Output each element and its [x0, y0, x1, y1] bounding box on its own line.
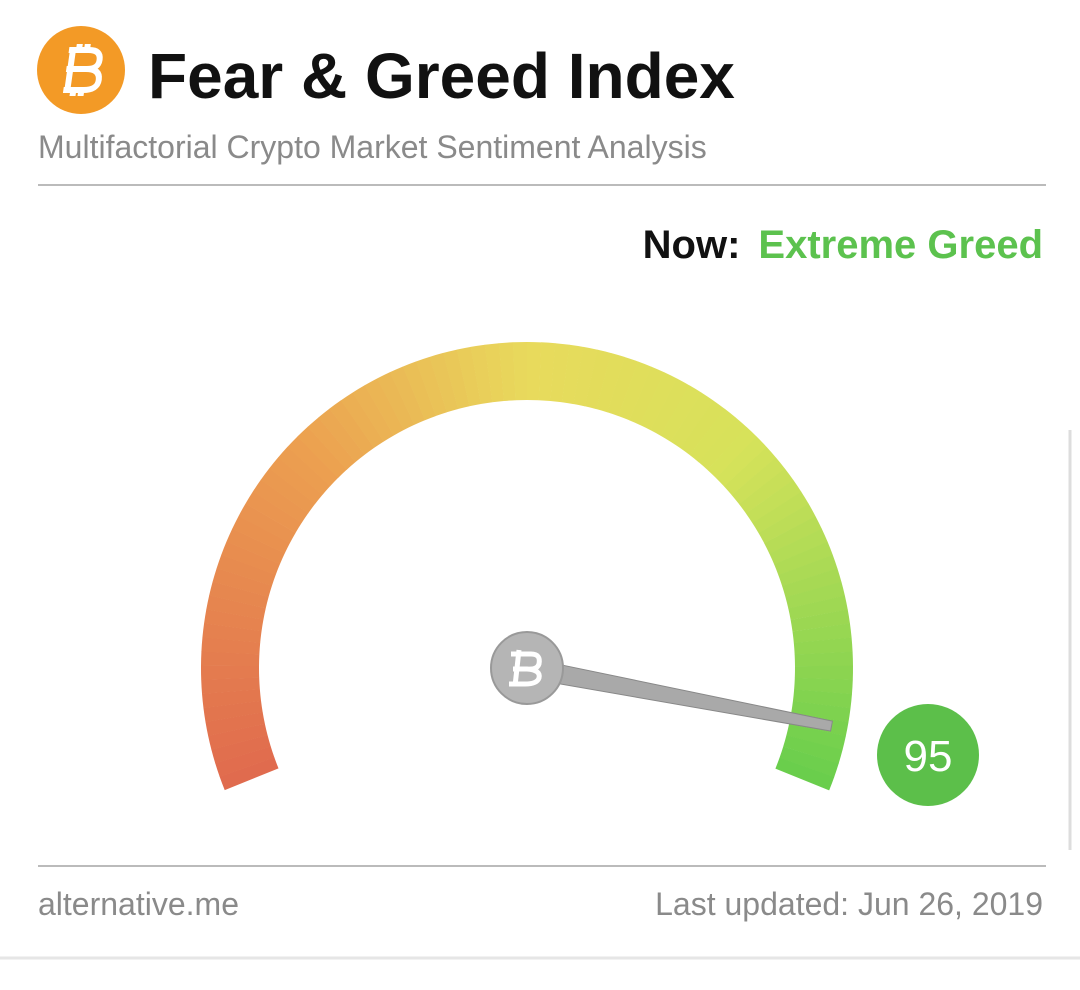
gauge-arc	[794, 677, 853, 695]
gauge-arc	[595, 353, 625, 413]
gauge-arc	[329, 400, 375, 455]
gauge-arc	[212, 567, 272, 598]
gauge-arc	[788, 595, 848, 621]
gauge-arc	[318, 408, 365, 463]
gauge: 95	[201, 341, 979, 806]
gauge-arc	[216, 554, 276, 587]
gauge-arc	[723, 446, 777, 496]
gauge-arc	[628, 366, 665, 426]
gauge-arc	[287, 436, 339, 487]
gauge-arc	[203, 700, 263, 723]
gauge-arc	[238, 503, 296, 544]
gauge-arc	[679, 400, 725, 456]
gauge-arc	[783, 735, 843, 764]
gauge-arc	[779, 746, 839, 778]
bitcoin-logo	[37, 26, 125, 114]
gauge-arc	[758, 503, 816, 544]
gauge-arc	[639, 372, 678, 431]
needle-logo	[509, 649, 542, 687]
gauge-arc	[670, 392, 714, 449]
gauge-arc	[778, 554, 838, 587]
gauge-arc	[752, 491, 809, 534]
gauge-arc	[377, 372, 415, 431]
gauge-arc	[269, 457, 323, 505]
gauge-arc	[402, 361, 437, 421]
gauge-arc	[470, 344, 493, 405]
gauge-arc	[215, 746, 275, 777]
gauge-arc	[618, 361, 652, 421]
gauge-arc	[226, 528, 285, 565]
gauge-arc	[278, 446, 331, 496]
gauge-arc	[206, 595, 266, 620]
subtitle: Multifactorial Crypto Market Sentiment A…	[38, 129, 707, 165]
gauge-arc	[219, 757, 279, 791]
gauge-arc	[764, 516, 822, 554]
gauge-arc	[769, 528, 828, 565]
gauge-arc	[791, 700, 851, 723]
gauge-arc	[364, 378, 405, 436]
gauge-arc	[660, 385, 702, 442]
last-updated: Last updated: Jun 26, 2019	[655, 886, 1043, 922]
gauge-arc	[715, 436, 767, 487]
gauge-arc	[252, 479, 309, 524]
gauge-arc	[260, 468, 316, 514]
gauge-arc	[245, 491, 302, 534]
gauge-arc	[340, 392, 384, 449]
value-label: 95	[904, 732, 953, 781]
gauge-arc	[561, 344, 584, 405]
gauge-arc	[202, 623, 262, 644]
gauge-arc	[792, 689, 852, 709]
gauge-arc	[793, 637, 853, 655]
gauge-arc	[785, 581, 845, 609]
gauge-arc	[297, 426, 347, 478]
title: Fear & Greed Index	[148, 40, 735, 112]
gauge-arc	[201, 677, 260, 695]
gauge-arc	[774, 541, 833, 576]
gauge-arc	[232, 515, 291, 554]
gauge-arc	[201, 637, 261, 655]
gauge-arc	[307, 417, 356, 470]
gauge-arc	[550, 343, 570, 403]
gauge-arc	[775, 757, 835, 791]
gauge-arc	[221, 541, 281, 576]
gauge-arc	[211, 734, 271, 764]
gauge-arc	[745, 479, 802, 524]
status: Extreme Greed	[758, 223, 1043, 267]
gauge-arc	[209, 581, 269, 609]
gauge-arc	[352, 385, 394, 442]
gauge-arc	[208, 723, 268, 750]
gauge-arc	[389, 366, 426, 425]
gauge-arc	[498, 342, 516, 402]
gauge-arc	[698, 417, 747, 471]
gauge-arc	[650, 378, 690, 436]
gauge-arc	[790, 609, 850, 632]
gauge-arc	[786, 723, 846, 751]
gauge-arc	[738, 468, 794, 514]
gauge-arc	[689, 408, 736, 463]
gauge-arc	[484, 343, 505, 403]
gauge-arc	[204, 609, 264, 632]
source: alternative.me	[38, 886, 239, 922]
gauge-arc	[415, 356, 448, 417]
gauge-arc	[538, 342, 556, 402]
gauge-arc	[607, 356, 639, 417]
gauge-arc	[573, 346, 598, 407]
gauge-arc	[782, 568, 842, 598]
gauge-arc	[442, 349, 470, 410]
gauge-arc	[205, 712, 265, 737]
value-badge	[877, 704, 979, 806]
gauge-arc	[429, 352, 459, 413]
gauge-arc	[202, 689, 262, 709]
gauge-arc	[456, 346, 482, 407]
status-label: Now:	[643, 223, 741, 267]
gauge-arc	[584, 349, 612, 410]
gauge-arc	[731, 457, 785, 505]
gauge-arc	[792, 623, 852, 644]
gauge-arc	[707, 426, 757, 479]
